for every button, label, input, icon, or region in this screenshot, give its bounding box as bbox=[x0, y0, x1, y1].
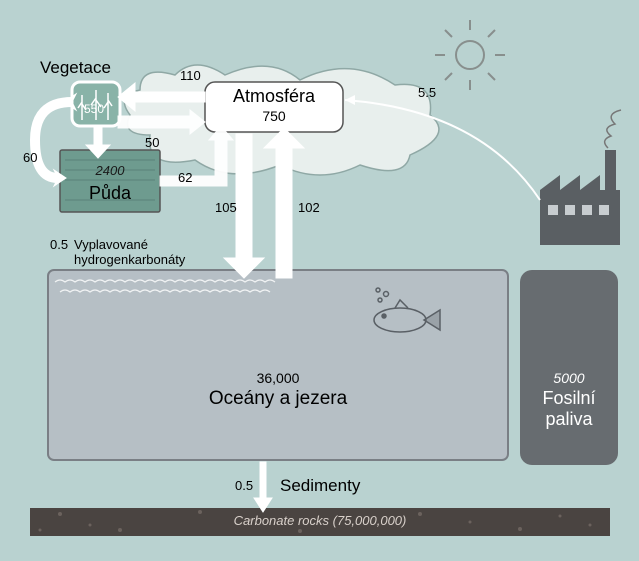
sediments-label: Sedimenty bbox=[280, 476, 360, 496]
flux-atm-to-ocean: 105 bbox=[215, 200, 237, 215]
flux-veg-to-atm: 50 bbox=[145, 135, 159, 150]
atmosphere-label: Atmosféra bbox=[205, 86, 343, 107]
soil-label: Půda bbox=[60, 183, 160, 204]
flux-ocean-to-atm: 102 bbox=[298, 200, 320, 215]
flux-runoff-label: Vyplavované hydrogenkarbonáty bbox=[74, 237, 185, 267]
fossil-value: 5000 bbox=[520, 370, 618, 386]
atmosphere-value: 750 bbox=[205, 108, 343, 124]
flux-soil-to-atm: 62 bbox=[178, 170, 192, 185]
flux-atm-to-veg: 110 bbox=[180, 68, 201, 83]
soil-value: 2400 bbox=[60, 163, 160, 178]
vegetation-label: Vegetace bbox=[40, 58, 111, 78]
flux-to-sediments: 0.5 bbox=[235, 478, 253, 493]
flux-runoff-value: 0.5 bbox=[50, 237, 68, 252]
ocean-value: 36,000 bbox=[48, 370, 508, 386]
carbonate-label: Carbonate rocks (75,000,000) bbox=[30, 513, 610, 528]
vegetation-value: 550 bbox=[84, 102, 104, 116]
flux-fossil-to-atm: 5.5 bbox=[418, 85, 436, 100]
carbon-cycle-diagram: Vegetace 550 Atmosféra 750 2400 Půda 36,… bbox=[0, 0, 639, 561]
ocean-label: Oceány a jezera bbox=[48, 388, 508, 410]
fossil-label: Fosilní paliva bbox=[520, 388, 618, 430]
flux-veg-left: 60 bbox=[23, 150, 37, 165]
